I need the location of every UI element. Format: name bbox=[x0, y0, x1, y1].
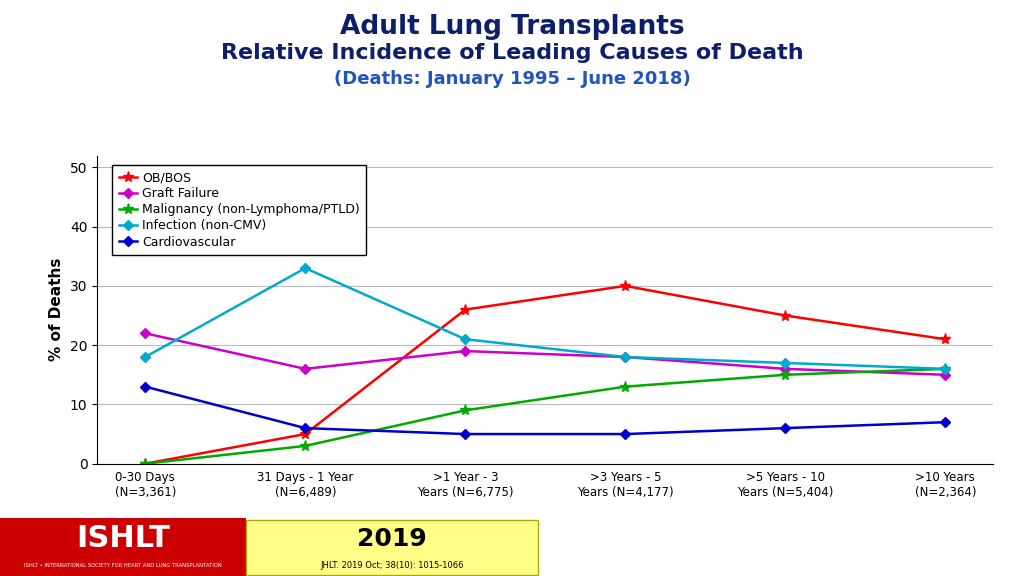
Cardiovascular bbox=[939, 419, 951, 426]
Bar bbox=[246, 520, 538, 575]
Text: Relative Incidence of Leading Causes of Death: Relative Incidence of Leading Causes of … bbox=[221, 43, 803, 63]
Graft Failure bbox=[139, 330, 152, 337]
Malignancy (non-Lymphoma/PTLD) bbox=[939, 365, 951, 372]
Infection (non-CMV) bbox=[620, 354, 632, 361]
Cardiovascular bbox=[459, 431, 471, 438]
Graft Failure bbox=[779, 365, 792, 372]
Line: OB/BOS: OB/BOS bbox=[139, 281, 951, 469]
Text: ISHLT: ISHLT bbox=[76, 524, 170, 553]
Cardiovascular bbox=[139, 383, 152, 390]
Cardiovascular bbox=[620, 431, 632, 438]
Infection (non-CMV) bbox=[779, 359, 792, 366]
Graft Failure bbox=[299, 365, 311, 372]
Infection (non-CMV) bbox=[139, 354, 152, 361]
Text: (Deaths: January 1995 – June 2018): (Deaths: January 1995 – June 2018) bbox=[334, 70, 690, 88]
Malignancy (non-Lymphoma/PTLD) bbox=[779, 372, 792, 378]
OB/BOS bbox=[139, 460, 152, 467]
Line: Graft Failure: Graft Failure bbox=[141, 330, 949, 378]
Legend: OB/BOS, Graft Failure, Malignancy (non-Lymphoma/PTLD), Infection (non-CMV), Card: OB/BOS, Graft Failure, Malignancy (non-L… bbox=[113, 165, 367, 255]
Bar bbox=[0, 518, 246, 576]
Cardiovascular bbox=[779, 425, 792, 431]
Cardiovascular bbox=[299, 425, 311, 431]
Text: ISHLT • INTERNATIONAL SOCIETY FOR HEART AND LUNG TRANSPLANTATION: ISHLT • INTERNATIONAL SOCIETY FOR HEART … bbox=[24, 563, 222, 568]
Graft Failure bbox=[620, 354, 632, 361]
OB/BOS bbox=[299, 431, 311, 438]
Infection (non-CMV) bbox=[299, 264, 311, 271]
Malignancy (non-Lymphoma/PTLD) bbox=[299, 442, 311, 449]
Graft Failure bbox=[939, 372, 951, 378]
Malignancy (non-Lymphoma/PTLD) bbox=[459, 407, 471, 414]
Text: Adult Lung Transplants: Adult Lung Transplants bbox=[340, 14, 684, 40]
Line: Infection (non-CMV): Infection (non-CMV) bbox=[141, 264, 949, 372]
Text: 2019: 2019 bbox=[356, 526, 427, 551]
Infection (non-CMV) bbox=[459, 336, 471, 343]
Line: Malignancy (non-Lymphoma/PTLD): Malignancy (non-Lymphoma/PTLD) bbox=[139, 363, 951, 469]
OB/BOS bbox=[779, 312, 792, 319]
OB/BOS bbox=[620, 282, 632, 289]
Y-axis label: % of Deaths: % of Deaths bbox=[49, 258, 65, 361]
Line: Cardiovascular: Cardiovascular bbox=[141, 383, 949, 438]
Malignancy (non-Lymphoma/PTLD) bbox=[139, 460, 152, 467]
Infection (non-CMV) bbox=[939, 365, 951, 372]
OB/BOS bbox=[939, 336, 951, 343]
Malignancy (non-Lymphoma/PTLD) bbox=[620, 383, 632, 390]
Text: JHLT. 2019 Oct; 38(10): 1015-1066: JHLT. 2019 Oct; 38(10): 1015-1066 bbox=[319, 561, 464, 570]
Graft Failure bbox=[459, 348, 471, 355]
OB/BOS bbox=[459, 306, 471, 313]
